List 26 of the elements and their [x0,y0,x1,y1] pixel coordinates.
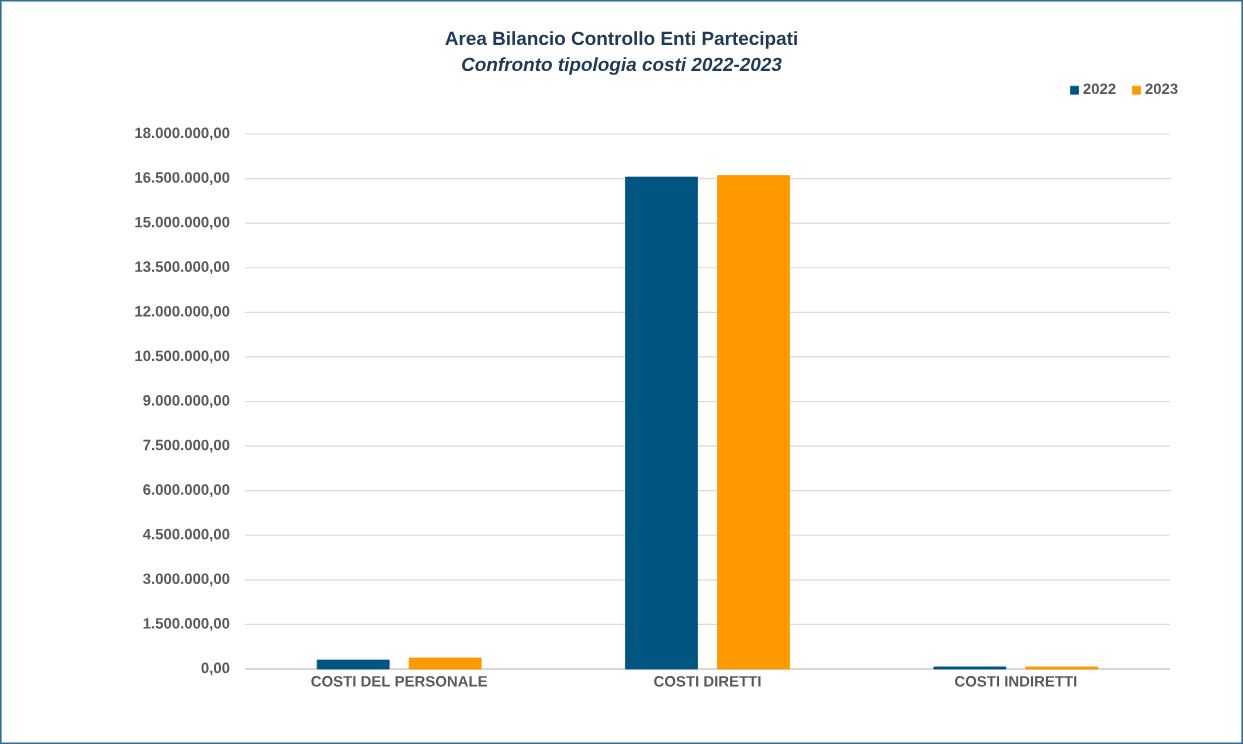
y-tick-label: 4.500.000,00 [142,528,230,542]
bar [1025,666,1099,670]
x-tick-label: COSTI DIRETTI [654,676,761,687]
y-tick-label: 3.000.000,00 [143,573,230,587]
bar [316,659,390,670]
chart-subtitle: Confronto tipologia costi 2022-2023 [462,57,782,75]
y-tick-label: 15.000.000,00 [135,216,230,230]
y-tick-label: 18.000.000,00 [135,127,230,141]
bar [625,176,698,670]
chart-title: Area Bilancio Controllo Enti Partecipati [445,31,797,49]
x-tick-label: COSTI DEL PERSONALE [311,676,488,687]
bar [408,657,482,670]
y-tick-label: 6.000.000,00 [143,484,230,498]
y-tick-label: 12.000.000,00 [135,305,230,319]
y-tick-label: 1.500.000,00 [143,618,230,631]
y-tick-label: 0,00 [201,662,230,676]
x-tick-label: COSTI INDIRETTI [955,676,1077,687]
bar [933,666,1007,670]
y-tick-label: 10.500.000,00 [135,350,230,364]
bar [717,175,790,670]
legend-label: 2022 [1083,83,1116,95]
y-tick-label: 9.000.000,00 [143,395,230,408]
y-tick-label: 13.500.000,00 [135,261,230,275]
y-tick-label: 7.500.000,00 [143,439,230,453]
legend-label: 2023 [1145,83,1178,95]
y-tick-label: 16.500.000,00 [135,172,230,185]
